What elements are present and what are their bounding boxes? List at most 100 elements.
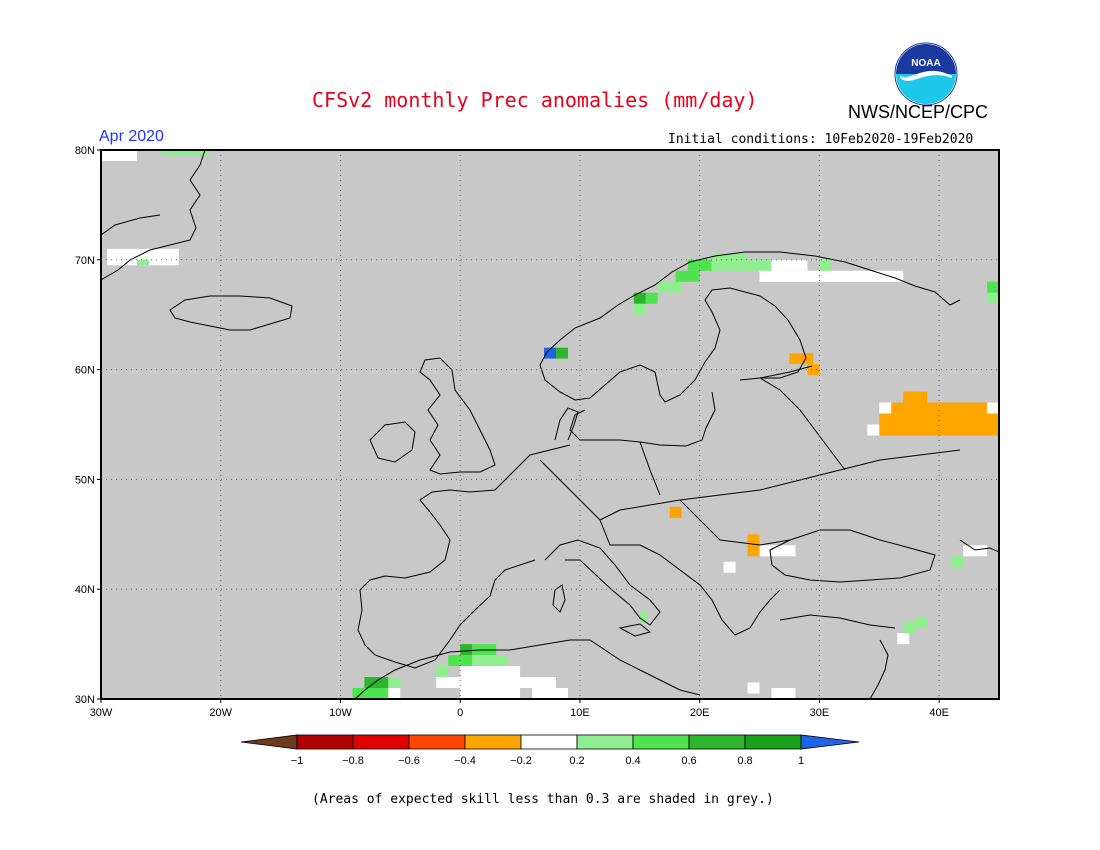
- anomaly-cell: [891, 402, 988, 414]
- anomaly-cell: [879, 413, 999, 425]
- anomaly-cell: [819, 270, 904, 282]
- anomaly-cell: [364, 677, 389, 689]
- colorbar-swatch: [520, 734, 578, 750]
- anomaly-cell: [915, 616, 928, 628]
- anomaly-cell: [633, 292, 646, 304]
- colorbar-label: −0.4: [454, 755, 476, 767]
- lon-tick-label: 20E: [690, 707, 710, 719]
- logo-text: NOAA: [911, 58, 940, 69]
- noaa-logo: NOAA: [894, 42, 958, 106]
- colorbar-label: −0.2: [510, 755, 532, 767]
- anomaly-cell: [160, 150, 209, 156]
- colorbar-swatch: [744, 734, 802, 750]
- anomaly-cell: [460, 666, 521, 678]
- colorbar-swatch: [464, 734, 522, 750]
- anomaly-cell: [963, 545, 988, 557]
- agency-label: NWS/NCEP/CPC: [848, 102, 989, 122]
- lat-tick-label: 80N: [75, 145, 95, 157]
- lon-tick-label: 30E: [810, 707, 830, 719]
- anomaly-cell: [819, 259, 832, 271]
- colorbar-label: 0.2: [569, 755, 584, 767]
- colorbar-label: 0.4: [625, 755, 640, 767]
- anomaly-cell: [711, 259, 748, 271]
- colorbar-label: −1: [291, 755, 304, 767]
- skill-footnote: (Areas of expected skill less than 0.3 a…: [312, 792, 774, 807]
- anomaly-cell: [747, 259, 772, 271]
- axis-labels: 30W 20W 10W 0 10E 20E 30E 40E 30N 40N 50N 60N 70N 80N: [75, 145, 949, 719]
- anomaly-cell: [460, 644, 473, 656]
- anomaly-cell: [520, 677, 556, 689]
- anomaly-cell: [532, 688, 568, 699]
- colorbar-swatch: [352, 734, 410, 750]
- lon-tick-label: 10E: [570, 707, 590, 719]
- lon-tick-label: 20W: [209, 707, 232, 719]
- initial-conditions-label: Initial conditions: 10Feb2020-19Feb2020: [668, 132, 974, 147]
- anomaly-cell: [951, 556, 964, 568]
- lat-tick-label: 30N: [75, 694, 95, 706]
- anomaly-cell: [669, 506, 682, 518]
- lat-tick-label: 70N: [75, 255, 95, 267]
- anomaly-cell: [771, 688, 796, 699]
- colorbar-label: −0.6: [398, 755, 420, 767]
- lon-tick-label: 40E: [929, 707, 949, 719]
- anomaly-cell: [657, 281, 682, 293]
- map-frame: [100, 149, 1000, 700]
- anomaly-cell: [759, 545, 796, 557]
- anomaly-cell: [436, 666, 449, 678]
- lat-tick-label: 50N: [75, 474, 95, 486]
- anomaly-cell: [388, 688, 401, 699]
- anomaly-cell: [879, 424, 999, 436]
- colorbar-label: 0.6: [681, 755, 696, 767]
- anomaly-cell: [352, 688, 389, 699]
- anomaly-cell: [897, 633, 910, 645]
- chart-title: CFSv2 monthly Prec anomalies (mm/day): [312, 88, 758, 112]
- anomaly-cell: [807, 364, 820, 376]
- anomaly-cell: [106, 248, 179, 266]
- lon-tick-label: 30W: [90, 707, 113, 719]
- colorbar-swatch: [576, 734, 634, 750]
- anomaly-cell: [136, 259, 149, 266]
- anomaly-cell: [987, 292, 999, 304]
- anomaly-cell: [903, 391, 928, 403]
- anomaly-cell: [101, 150, 137, 161]
- anomaly-cell: [472, 655, 509, 667]
- colorbar-label: 1: [798, 755, 804, 767]
- colorbar-swatch: [408, 734, 466, 750]
- anomaly-cell: [867, 424, 880, 436]
- anomaly-cell: [388, 677, 401, 689]
- valid-month-label: Apr 2020: [99, 128, 164, 145]
- anomaly-cell: [544, 347, 556, 359]
- colorbar-swatch: [296, 734, 354, 750]
- anomaly-cell: [436, 677, 461, 689]
- anomaly-cell: [987, 281, 999, 293]
- lon-tick-label: 10W: [329, 707, 352, 719]
- anomaly-cells: [101, 150, 999, 699]
- anomaly-cell: [747, 682, 760, 694]
- anomaly-cell: [987, 402, 999, 414]
- colorbar-swatch: [688, 734, 746, 750]
- anomaly-cell: [747, 534, 760, 557]
- anomaly-cell: [771, 259, 808, 271]
- anomaly-cell: [639, 611, 647, 623]
- map-background: [101, 150, 999, 699]
- coastlines: [100, 149, 1000, 700]
- colorbar: −1 −0.8 −0.6 −0.4 −0.2 0.2 0.4 0.6 0.8 1: [240, 734, 860, 767]
- lat-tick-label: 40N: [75, 584, 95, 596]
- anomaly-cell: [460, 677, 533, 699]
- colorbar-label: −0.8: [342, 755, 364, 767]
- lat-tick-label: 60N: [75, 365, 95, 377]
- colorbar-label: 0.8: [737, 755, 752, 767]
- colorbar-max-arrow: [800, 734, 860, 750]
- anomaly-cell: [903, 622, 916, 634]
- anomaly-cell: [645, 292, 658, 304]
- anomaly-cell: [555, 347, 568, 359]
- colorbar-min-arrow: [240, 734, 298, 750]
- anomaly-cell: [520, 688, 533, 699]
- anomaly-cell: [711, 254, 748, 260]
- anomaly-cell: [723, 561, 736, 573]
- anomaly-cell: [675, 270, 700, 282]
- anomaly-cell: [633, 303, 646, 315]
- anomaly-cell: [879, 402, 892, 414]
- lon-tick-label: 0: [457, 707, 463, 719]
